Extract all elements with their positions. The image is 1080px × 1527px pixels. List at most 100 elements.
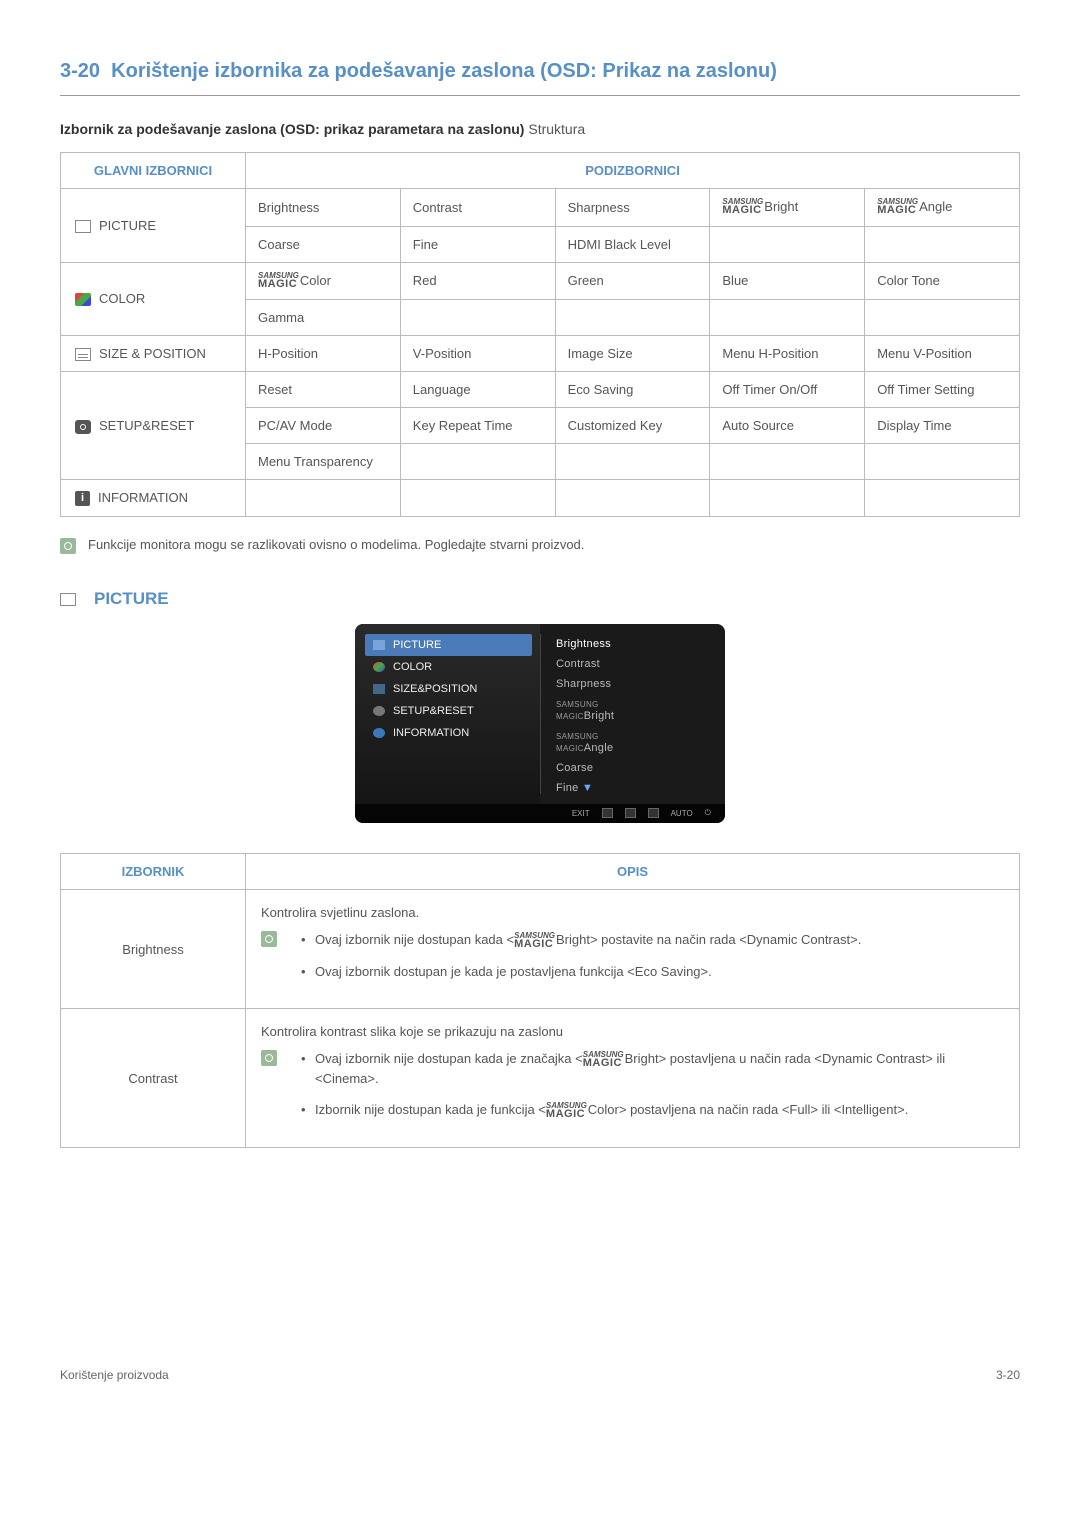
- menu-picture: PICTURE: [61, 189, 246, 263]
- osd-screenshot: PICTURE COLOR SIZE&POSITION SETUP&RESET …: [355, 624, 725, 823]
- cell-customkey: Customized Key: [555, 408, 710, 444]
- footer-left: Korištenje proizvoda: [60, 1368, 169, 1382]
- desc-brightness-b2: Ovaj izbornik dostupan je kada je postav…: [301, 962, 861, 982]
- note-icon: [60, 538, 76, 554]
- cell-empty: [555, 300, 710, 336]
- subtitle: Izbornik za podešavanje zaslona (OSD: pr…: [60, 121, 1020, 137]
- cell-empty: [865, 444, 1020, 480]
- osd-menu-size: SIZE&POSITION: [355, 678, 540, 700]
- osd-footer: EXIT AUTO ⏻: [355, 804, 725, 823]
- osd-left-pane: PICTURE COLOR SIZE&POSITION SETUP&RESET …: [355, 624, 540, 804]
- cell-contrast: Contrast: [400, 189, 555, 227]
- th-glavni: GLAVNI IZBORNICI: [61, 153, 246, 189]
- osd-sub-smangle: SAMSUNGMAGICAngle: [550, 726, 725, 758]
- samsung-magic-icon: SAMSUNGMAGIC: [546, 1103, 587, 1119]
- up-icon: [625, 808, 636, 818]
- th-opis: OPIS: [246, 854, 1020, 890]
- gear-icon: [75, 420, 91, 434]
- cell-vpos: V-Position: [400, 336, 555, 372]
- cell-empty: [400, 480, 555, 517]
- cell-empty: [710, 444, 865, 480]
- osd-sub-coarse: Coarse: [550, 758, 725, 778]
- cell-language: Language: [400, 372, 555, 408]
- cell-empty: [865, 226, 1020, 262]
- desc-contrast-intro: Kontrolira kontrast slika koje se prikaz…: [261, 1024, 1004, 1039]
- note-icon: [261, 931, 277, 947]
- desc-name-brightness: Brightness: [61, 890, 246, 1009]
- info-icon: [373, 728, 385, 738]
- samsung-magic-icon: SAMSUNGMAGIC: [722, 199, 763, 215]
- cell-menuh: Menu H-Position: [710, 336, 865, 372]
- osd-exit: EXIT: [572, 809, 590, 818]
- gear-icon: [373, 706, 385, 716]
- note-icon: [261, 1050, 277, 1066]
- cell-empty: [555, 480, 710, 517]
- cell-sm-bright: SAMSUNGMAGICBright: [710, 189, 865, 227]
- osd-structure-table: GLAVNI IZBORNICI PODIZBORNICI PICTURE Br…: [60, 152, 1020, 517]
- osd-sub-sharpness: Sharpness: [550, 674, 725, 694]
- cell-reset: Reset: [246, 372, 401, 408]
- cell-red: Red: [400, 262, 555, 300]
- cell-empty: [710, 300, 865, 336]
- osd-sub-fine: Fine ▼: [550, 778, 725, 798]
- color-icon: [373, 662, 385, 672]
- picture-heading: PICTURE: [60, 589, 1020, 609]
- cell-green: Green: [555, 262, 710, 300]
- desc-brightness-intro: Kontrolira svjetlinu zaslona.: [261, 905, 1004, 920]
- down-icon: [602, 808, 613, 818]
- note-text: Funkcije monitora mogu se razlikovati ov…: [88, 537, 584, 552]
- footer-right: 3-20: [996, 1368, 1020, 1382]
- cell-coarse: Coarse: [246, 226, 401, 262]
- subtitle-bold: Izbornik za podešavanje zaslona (OSD: pr…: [60, 121, 524, 137]
- cell-autosource: Auto Source: [710, 408, 865, 444]
- picture-icon: [75, 220, 91, 233]
- picture-icon: [373, 640, 385, 650]
- cell-colortone: Color Tone: [865, 262, 1020, 300]
- cell-brightness: Brightness: [246, 189, 401, 227]
- section-number: 3-20: [60, 60, 100, 82]
- cell-empty: [400, 444, 555, 480]
- cell-empty: [710, 226, 865, 262]
- cell-sm-color: SAMSUNGMAGICColor: [246, 262, 401, 300]
- osd-sub-contrast: Contrast: [550, 654, 725, 674]
- osd-right-pane: Brightness Contrast Sharpness SAMSUNGMAG…: [540, 624, 725, 804]
- cell-empty: [865, 480, 1020, 517]
- size-icon: [373, 684, 385, 694]
- osd-sub-brightness: Brightness: [550, 634, 725, 654]
- cell-ecosaving: Eco Saving: [555, 372, 710, 408]
- desc-brightness-b1: Ovaj izbornik nije dostupan kada <SAMSUN…: [301, 930, 861, 950]
- cell-sm-angle: SAMSUNGMAGICAngle: [865, 189, 1020, 227]
- cell-empty: [555, 444, 710, 480]
- cell-empty: [246, 480, 401, 517]
- cell-fine: Fine: [400, 226, 555, 262]
- cell-blue: Blue: [710, 262, 865, 300]
- osd-menu-picture: PICTURE: [365, 634, 532, 656]
- samsung-magic-icon: SAMSUNGMAGIC: [583, 1052, 624, 1068]
- picture-icon: [60, 593, 76, 606]
- cell-pcav: PC/AV Mode: [246, 408, 401, 444]
- osd-sub-smbright: SAMSUNGMAGICBright: [550, 694, 725, 726]
- th-izbornik: IZBORNIK: [61, 854, 246, 890]
- cell-keyrepeat: Key Repeat Time: [400, 408, 555, 444]
- description-table: IZBORNIK OPIS Brightness Kontrolira svje…: [60, 853, 1020, 1148]
- size-icon: [75, 348, 91, 361]
- cell-gamma: Gamma: [246, 300, 401, 336]
- cell-sharpness: Sharpness: [555, 189, 710, 227]
- th-pod: PODIZBORNICI: [246, 153, 1020, 189]
- section-title: 3-20 Korištenje izbornika za podešavanje…: [60, 60, 1020, 96]
- page-footer: Korištenje proizvoda 3-20: [60, 1368, 1020, 1382]
- samsung-magic-icon: SAMSUNGMAGIC: [514, 933, 555, 949]
- color-icon: [75, 293, 91, 306]
- samsung-magic-icon: SAMSUNGMAGIC: [877, 199, 918, 215]
- cell-hdmi-black: HDMI Black Level: [555, 226, 710, 262]
- cell-menutrans: Menu Transparency: [246, 444, 401, 480]
- section-title-text: Korištenje izbornika za podešavanje zasl…: [111, 60, 777, 82]
- menu-color: COLOR: [61, 262, 246, 336]
- cell-offtimer-setting: Off Timer Setting: [865, 372, 1020, 408]
- cell-offtimer-onoff: Off Timer On/Off: [710, 372, 865, 408]
- cell-empty: [400, 300, 555, 336]
- desc-brightness: Kontrolira svjetlinu zaslona. Ovaj izbor…: [246, 890, 1020, 1009]
- cell-displaytime: Display Time: [865, 408, 1020, 444]
- note: Funkcije monitora mogu se razlikovati ov…: [60, 537, 1020, 554]
- power-icon: ⏻: [705, 808, 711, 818]
